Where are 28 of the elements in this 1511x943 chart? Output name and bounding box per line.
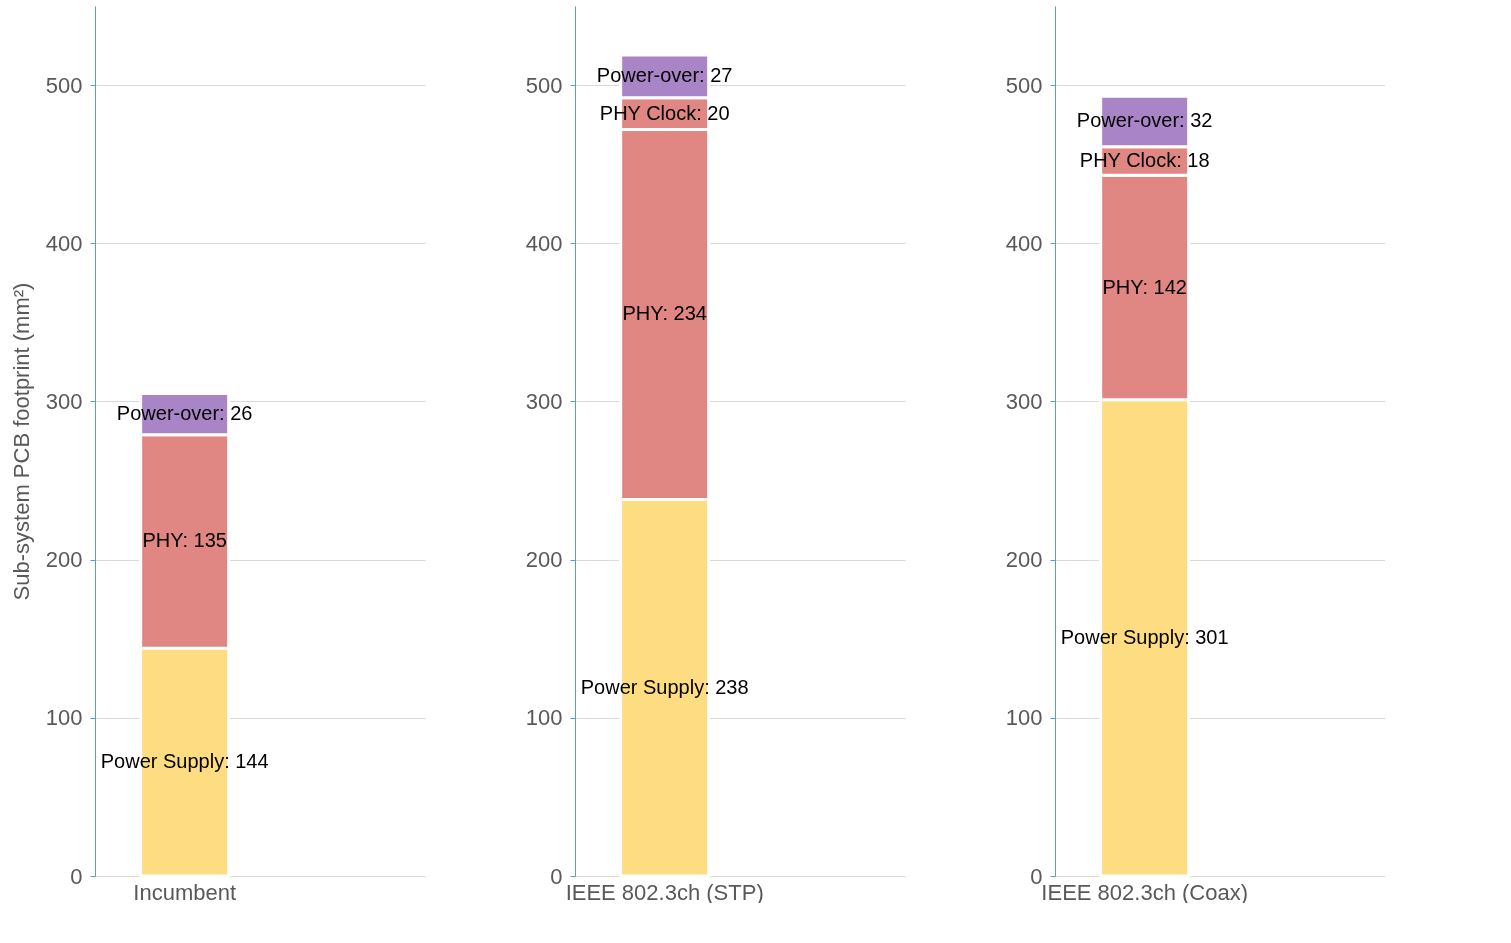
- y-tick-label: 500: [45, 72, 83, 98]
- data-label: PHY: 142: [1102, 275, 1187, 298]
- y-axis-title: Sub-system PCB footprint (mm²): [8, 282, 34, 601]
- y-tick-label: 500: [1005, 72, 1043, 98]
- y-tick-label: 100: [45, 705, 83, 731]
- data-label: Power Supply: 301: [1060, 625, 1229, 648]
- y-tick-label: 200: [525, 547, 563, 573]
- y-tick-label: 100: [1005, 705, 1043, 731]
- y-tick-label: 0: [1030, 863, 1043, 889]
- y-tick-label: 200: [1005, 547, 1043, 573]
- y-tick-label: 300: [1005, 388, 1043, 414]
- data-label: PHY: 135: [142, 529, 227, 552]
- x-tick-label: Incumbent: [133, 879, 237, 905]
- data-label: PHY Clock: 20: [599, 101, 730, 124]
- y-tick-label: 400: [525, 230, 563, 256]
- y-tick-label: 300: [525, 388, 563, 414]
- y-tick-label: 400: [1005, 230, 1043, 256]
- y-tick-label: 500: [525, 72, 563, 98]
- y-tick-label: 200: [45, 547, 83, 573]
- data-label: PHY Clock: 18: [1079, 149, 1210, 172]
- y-tick-label: 0: [70, 863, 83, 889]
- data-label: Power Supply: 238: [580, 675, 749, 698]
- y-tick-label: 100: [525, 705, 563, 731]
- data-label: Power Supply: 144: [100, 750, 269, 773]
- y-tick-label: 300: [45, 388, 83, 414]
- data-label: PHY: 234: [622, 302, 707, 325]
- y-tick-label: 0: [550, 863, 563, 889]
- y-tick-label: 400: [45, 230, 83, 256]
